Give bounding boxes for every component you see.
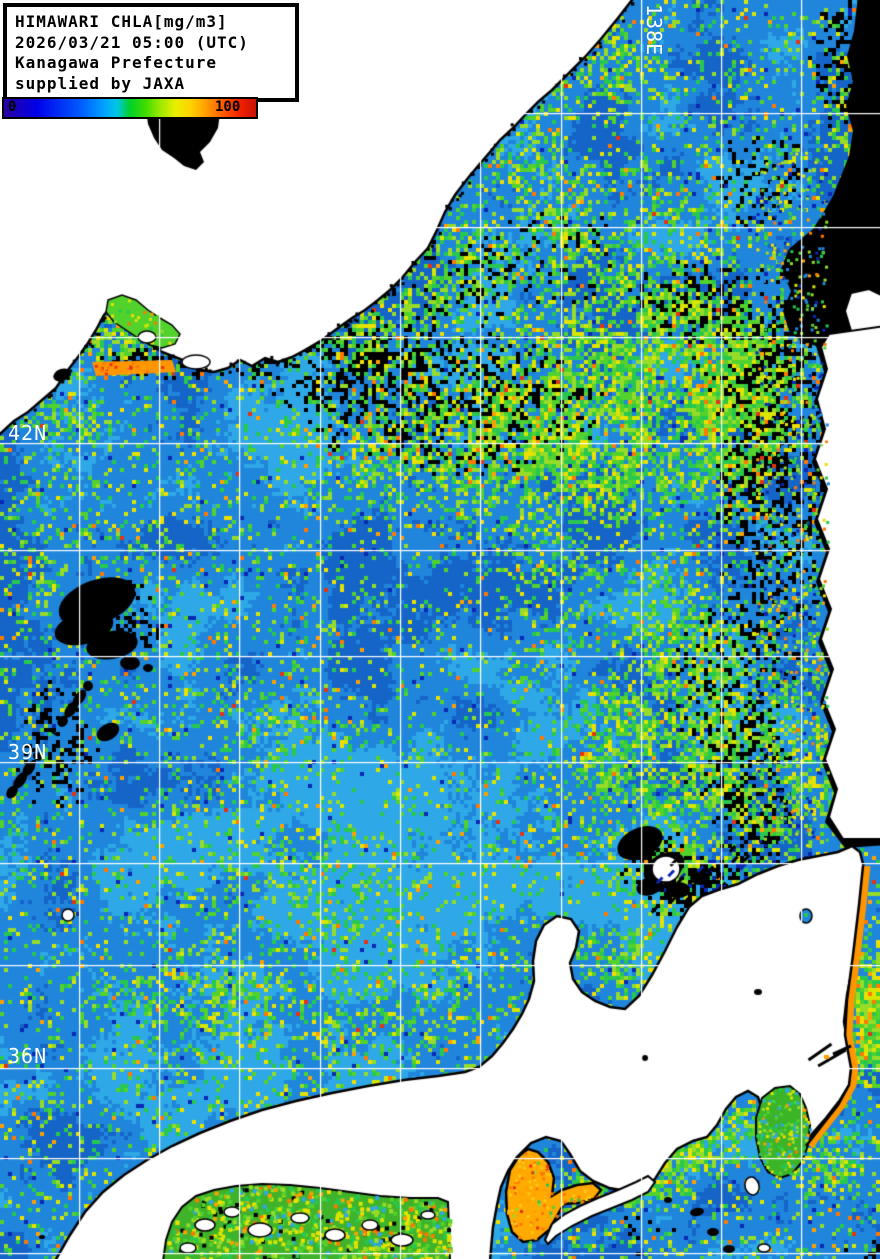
colorbar-max-label: 100 [215, 99, 241, 115]
map-attribution: supplied by JAXA [15, 73, 186, 93]
colorbar-min-label: 0 [8, 99, 17, 115]
gridline-label-42n: 42N [8, 421, 48, 445]
map-title-box: HIMAWARI CHLA[mg/m3] 2026/03/21 05:00 (U… [3, 3, 299, 102]
chla-colorbar [2, 97, 258, 119]
map-timestamp: 2026/03/21 05:00 (UTC) [15, 32, 249, 52]
gridline-label-138e: 138E [642, 4, 666, 57]
gridline-label-36n: 36N [8, 1044, 48, 1068]
gridline-label-39n: 39N [8, 740, 48, 764]
colorbar-gradient [4, 99, 256, 117]
map-region: Kanagawa Prefecture [15, 53, 218, 72]
map-title: HIMAWARI CHLA[mg/m3] [15, 12, 228, 31]
